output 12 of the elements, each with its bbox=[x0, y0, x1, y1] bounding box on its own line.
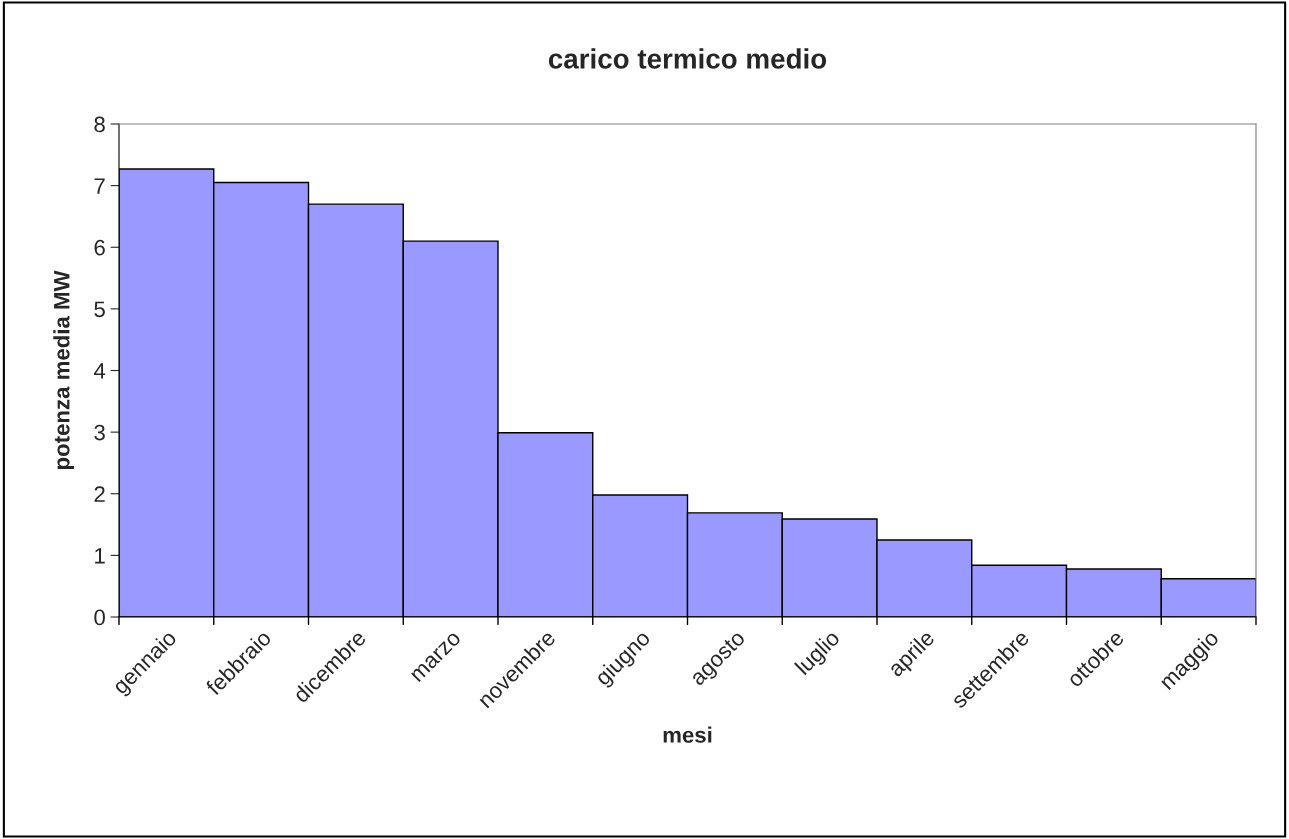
y-tick-label: 6 bbox=[94, 239, 105, 256]
y-axis-title: potenza media MW bbox=[53, 270, 74, 470]
y-tick-label: 0 bbox=[94, 609, 105, 626]
y-tick-label: 2 bbox=[94, 486, 105, 502]
y-tick-label: 3 bbox=[94, 424, 105, 441]
y-tick-label: 8 bbox=[94, 116, 105, 133]
y-tick-label: 1 bbox=[95, 548, 105, 564]
x-axis-title: mesi bbox=[663, 726, 712, 743]
chart-title: carico termico medio bbox=[548, 48, 827, 69]
y-tick-label: 4 bbox=[93, 363, 106, 379]
y-tick-label: 5 bbox=[94, 301, 105, 318]
y-tick-label: 7 bbox=[94, 178, 105, 194]
